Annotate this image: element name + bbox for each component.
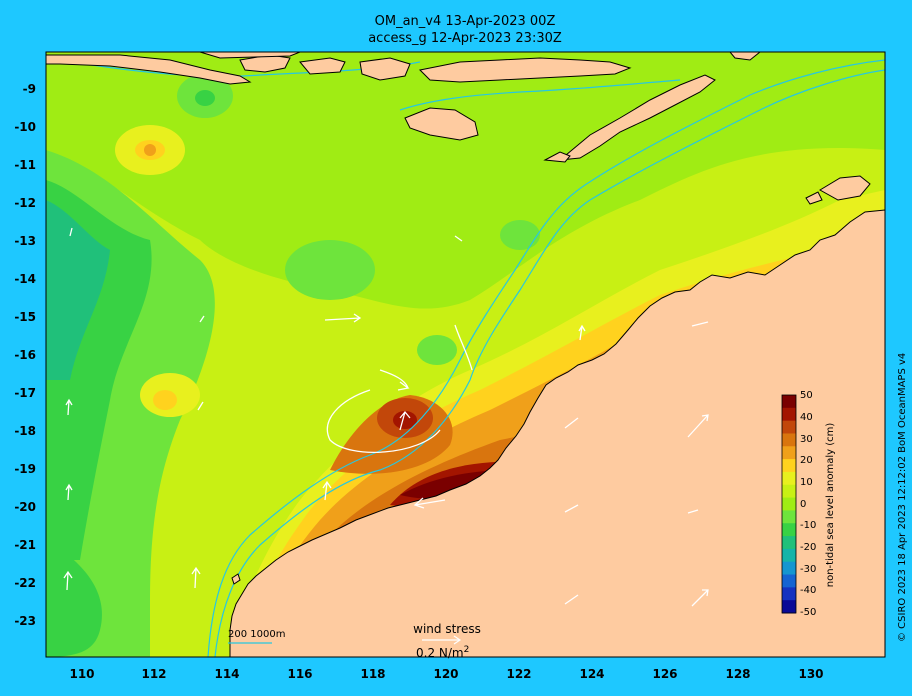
lat-tick: -11 bbox=[14, 158, 36, 172]
colorbar-swatch bbox=[782, 510, 796, 524]
lat-tick: -13 bbox=[14, 234, 36, 248]
wind-stress-vectors bbox=[63, 227, 709, 607]
lon-tick: 126 bbox=[652, 667, 677, 681]
colorbar-tick: 50 bbox=[800, 390, 813, 401]
wind-stress-unit-sup: 2 bbox=[464, 645, 470, 655]
lon-tick: 112 bbox=[141, 667, 166, 681]
colorbar-swatch bbox=[782, 471, 796, 486]
map-frame bbox=[45, 51, 886, 658]
lat-tick: -20 bbox=[14, 500, 36, 514]
colorbar-swatch bbox=[782, 433, 796, 447]
lon-tick: 120 bbox=[433, 667, 458, 681]
credit-text: © CSIRO 2023 18 Apr 2023 12:12:02 BoM Oc… bbox=[897, 352, 908, 642]
lon-tick: 128 bbox=[725, 667, 750, 681]
lon-tick: 110 bbox=[69, 667, 94, 681]
colorbar-tick: 10 bbox=[800, 477, 813, 488]
colorbar-swatch bbox=[782, 561, 796, 576]
colorbar-tick: 40 bbox=[800, 412, 813, 423]
colorbar-tick: -10 bbox=[800, 520, 816, 531]
lat-tick: -10 bbox=[14, 120, 36, 134]
colorbar-swatch bbox=[782, 459, 796, 473]
lon-tick: 116 bbox=[287, 667, 312, 681]
map-title-line1: OM_an_v4 13-Apr-2023 00Z bbox=[374, 14, 556, 29]
colorbar-tick: 20 bbox=[800, 455, 813, 466]
lat-tick: -21 bbox=[14, 538, 36, 552]
wind-stress-value: 0.2 N/m bbox=[416, 646, 464, 660]
colorbar-swatch bbox=[782, 407, 796, 422]
lat-tick: -23 bbox=[14, 614, 36, 628]
lat-tick: -12 bbox=[14, 196, 36, 210]
wind-stress-scale: 0.2 N/m2 bbox=[416, 645, 469, 660]
lon-tick: 130 bbox=[798, 667, 823, 681]
wind-stress-scale-arrow bbox=[422, 635, 462, 645]
colorbar-swatch bbox=[782, 484, 796, 499]
lat-tick: -15 bbox=[14, 310, 36, 324]
map-panel bbox=[46, 52, 885, 657]
colorbar-tick: 30 bbox=[800, 434, 813, 445]
colorbar-tick: -20 bbox=[800, 542, 816, 553]
colorbar-swatch bbox=[782, 574, 796, 588]
colorbar-swatch bbox=[782, 548, 796, 563]
lat-tick: -19 bbox=[14, 462, 36, 476]
colorbar-swatch bbox=[782, 446, 796, 460]
lon-axis: 110 112 114 116 118 120 122 124 126 128 … bbox=[69, 667, 823, 681]
isobath-legend-label: 200 1000m bbox=[228, 629, 285, 640]
lat-axis: -9 -10 -11 -12 -13 -14 -15 -16 -17 -18 -… bbox=[14, 82, 36, 628]
map-legend: 200 1000m wind stress 0.2 N/m2 bbox=[228, 622, 481, 660]
colorbar: 50 40 30 20 10 0 -10 -20 -30 -40 -50 non… bbox=[781, 390, 836, 618]
colorbar-swatch bbox=[782, 536, 796, 550]
lat-tick: -18 bbox=[14, 424, 36, 438]
lat-tick: -14 bbox=[14, 272, 36, 286]
colorbar-swatch bbox=[782, 395, 796, 409]
colorbar-tick: -50 bbox=[800, 607, 816, 618]
lat-tick: -9 bbox=[23, 82, 36, 96]
colorbar-tick: -40 bbox=[800, 585, 816, 596]
lon-tick: 114 bbox=[214, 667, 239, 681]
colorbar-swatch bbox=[782, 420, 796, 434]
colorbar-tick: 0 bbox=[800, 499, 806, 510]
lat-tick: -16 bbox=[14, 348, 36, 362]
colorbar-label: non-tidal sea level anomaly (cm) bbox=[825, 423, 836, 588]
lon-tick: 118 bbox=[360, 667, 385, 681]
lat-tick: -17 bbox=[14, 386, 36, 400]
colorbar-swatch bbox=[782, 587, 796, 601]
map-title-line2: access_g 12-Apr-2023 23:30Z bbox=[368, 31, 562, 46]
colorbar-tick: -30 bbox=[800, 564, 816, 575]
colorbar-swatches bbox=[782, 395, 796, 614]
colorbar-swatch bbox=[782, 497, 796, 511]
lon-tick: 124 bbox=[579, 667, 604, 681]
lat-tick: -22 bbox=[14, 576, 36, 590]
colorbar-swatch bbox=[782, 523, 796, 537]
isobath-contours bbox=[59, 59, 885, 657]
lon-tick: 122 bbox=[506, 667, 531, 681]
land-areas bbox=[46, 52, 885, 657]
colorbar-swatch bbox=[782, 600, 796, 614]
wind-stress-title: wind stress bbox=[413, 622, 481, 636]
